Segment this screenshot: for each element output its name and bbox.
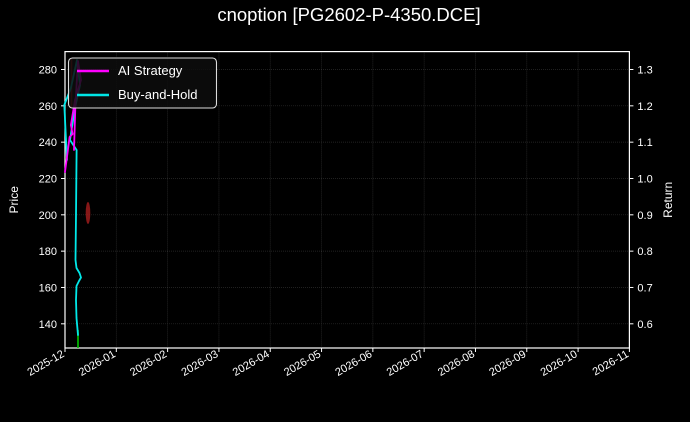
svg-text:AI Strategy: AI Strategy	[118, 63, 183, 78]
svg-text:1.1: 1.1	[637, 137, 652, 149]
svg-text:0.9: 0.9	[637, 210, 652, 222]
svg-text:260: 260	[39, 101, 57, 113]
svg-text:200: 200	[39, 210, 57, 222]
svg-text:1.0: 1.0	[637, 173, 652, 185]
svg-text:0.8: 0.8	[637, 246, 652, 258]
svg-text:240: 240	[39, 137, 57, 149]
svg-text:220: 220	[39, 173, 57, 185]
svg-text:Return: Return	[661, 182, 675, 218]
svg-text:140: 140	[39, 319, 57, 331]
svg-text:280: 280	[39, 65, 57, 77]
svg-text:Price: Price	[7, 186, 21, 214]
svg-text:160: 160	[39, 282, 57, 294]
svg-text:cnoption [PG2602-P-4350.DCE]: cnoption [PG2602-P-4350.DCE]	[217, 4, 480, 25]
svg-text:1.3: 1.3	[637, 65, 652, 77]
svg-text:180: 180	[39, 246, 57, 258]
svg-text:0.6: 0.6	[637, 319, 652, 331]
svg-text:Buy-and-Hold: Buy-and-Hold	[118, 87, 198, 102]
svg-text:0.7: 0.7	[637, 282, 652, 294]
svg-text:1.2: 1.2	[637, 101, 652, 113]
